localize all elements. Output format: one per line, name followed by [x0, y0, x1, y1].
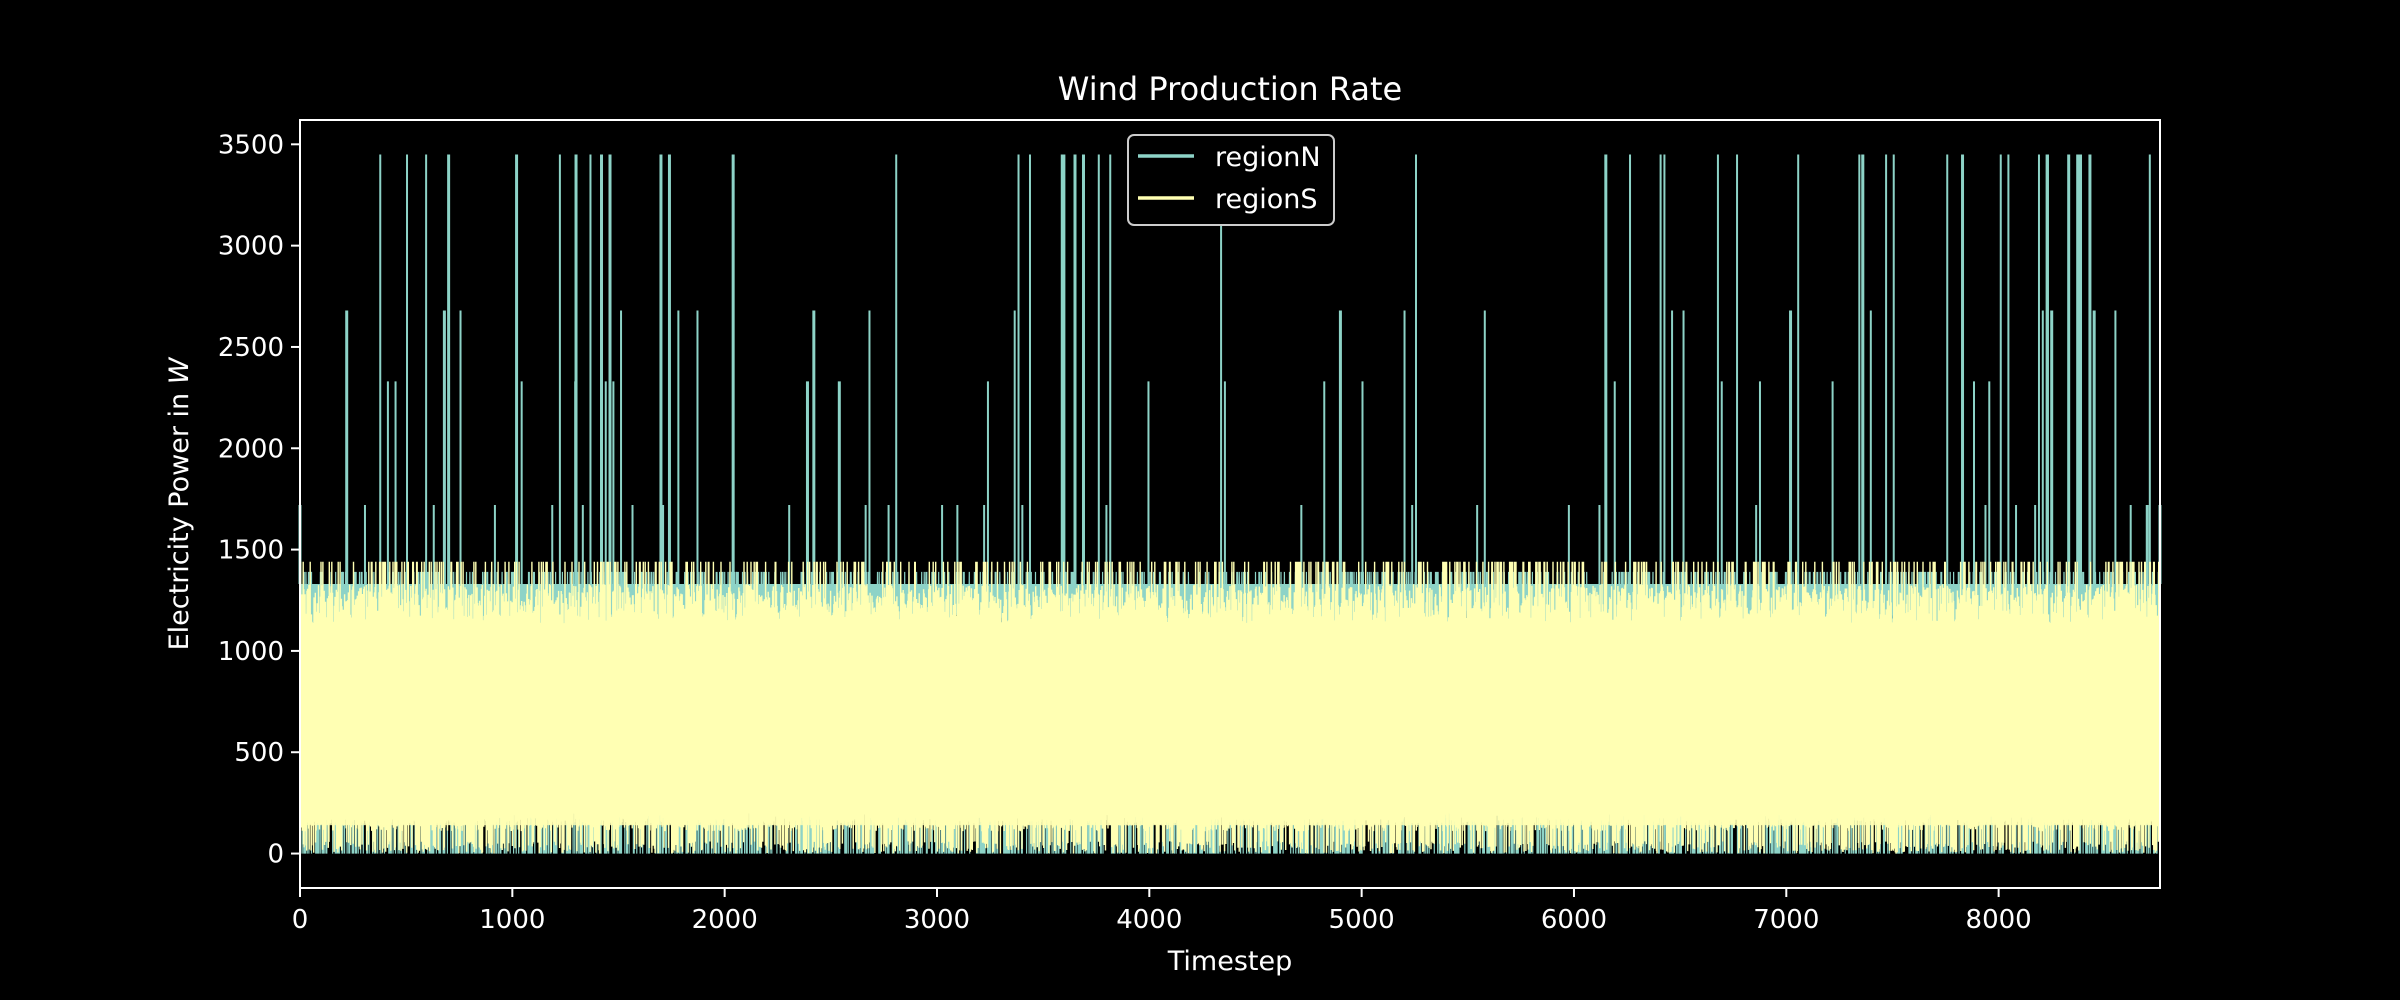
y-axis: 0 500 1000 1500 2000 2500 3000 3500 [218, 130, 300, 870]
x-tick-label: 6000 [1541, 905, 1607, 935]
legend: regionN regionS [1127, 134, 1335, 226]
chart-title: Wind Production Rate [1058, 70, 1402, 108]
y-tick-label: 2500 [218, 333, 284, 363]
series-regionS [299, 561, 2161, 854]
y-tick-label: 500 [234, 738, 284, 768]
x-axis-label: Timestep [1167, 946, 1292, 977]
y-tick-label: 3500 [218, 130, 284, 160]
y-axis-label-prefix: Electricity Power in [164, 384, 195, 650]
x-tick-label: 2000 [692, 905, 758, 935]
y-tick-label: 1500 [218, 536, 284, 566]
legend-label-regionS: regionS [1215, 184, 1318, 215]
legend-label-regionN: regionN [1215, 142, 1321, 173]
x-tick-label: 5000 [1329, 905, 1395, 935]
x-axis: 0 1000 2000 3000 4000 5000 6000 7000 8000 [292, 888, 2032, 935]
y-tick-label: 1000 [218, 637, 284, 667]
x-tick-label: 0 [292, 905, 309, 935]
x-tick-label: 8000 [1966, 905, 2032, 935]
y-axis-label-unit: W [164, 356, 195, 384]
x-tick-label: 4000 [1116, 905, 1182, 935]
y-tick-label: 3000 [218, 232, 284, 262]
y-tick-label: 0 [267, 840, 284, 870]
x-tick-label: 3000 [904, 905, 970, 935]
axes-frame [299, 119, 2161, 889]
x-tick-label: 1000 [479, 905, 545, 935]
x-tick-label: 7000 [1753, 905, 1819, 935]
plot-area [298, 119, 2162, 889]
series-regionS-core [300, 634, 2160, 826]
series-regionN [298, 154, 2162, 854]
y-tick-label: 2000 [218, 434, 284, 464]
y-axis-label: Electricity Power in W [164, 356, 195, 650]
